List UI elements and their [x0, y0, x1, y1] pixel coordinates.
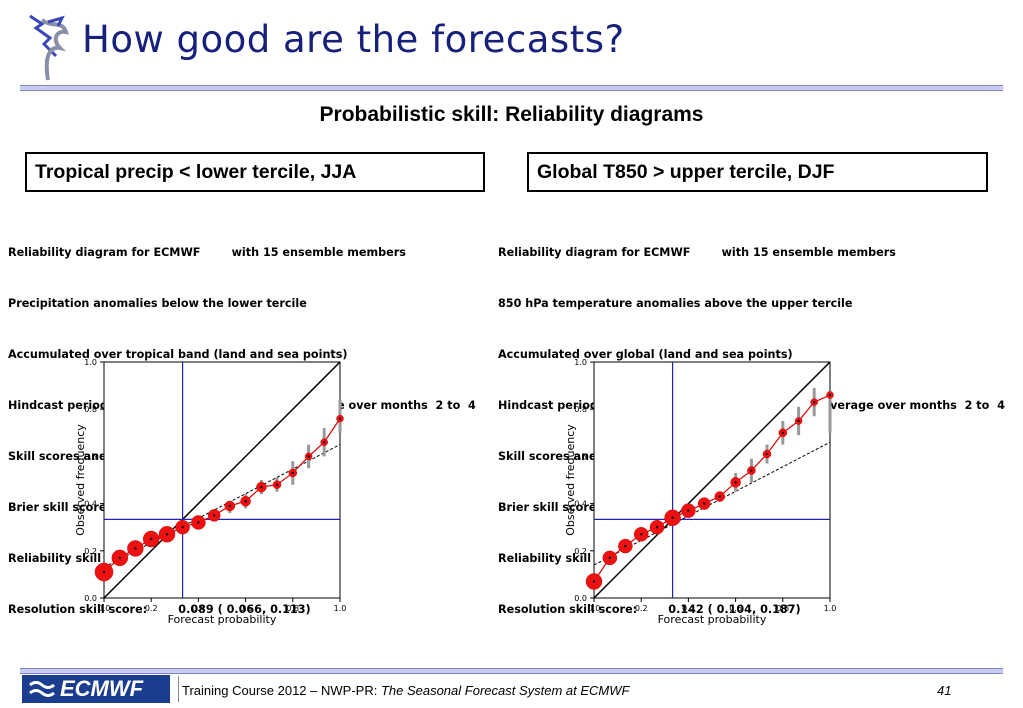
data-point-center [307, 455, 310, 458]
x-tick-label: 0.8 [776, 604, 789, 613]
page-number: 41 [937, 683, 952, 698]
data-point-center [640, 533, 643, 536]
x-tick-label: 1.0 [334, 604, 347, 613]
x-tick-label: 1.0 [824, 604, 837, 613]
data-point-center [291, 471, 294, 475]
info-line: Accumulated over tropical band (land and… [8, 348, 348, 361]
y-tick-label: 0.2 [574, 547, 587, 556]
x-tick-label: 0.2 [635, 604, 648, 613]
y-tick-label: 0.8 [84, 405, 97, 414]
footer-separator [178, 676, 179, 702]
data-point-center [275, 483, 279, 486]
data-point-center [655, 526, 659, 529]
data-point-center [718, 495, 721, 498]
x-tick-label: 0.4 [682, 604, 695, 613]
info-line: Precipitation anomalies below the lower … [8, 297, 307, 310]
perfect-reliability-line [103, 361, 341, 599]
x-tick-label: 0.0 [98, 604, 111, 613]
data-point-center [244, 500, 247, 503]
x-tick-label: 0.8 [286, 604, 299, 613]
info-line: Reliability diagram for ECMWF with 15 en… [8, 246, 406, 259]
x-tick-label: 0.4 [192, 604, 205, 613]
y-tick-label: 0.0 [574, 594, 587, 603]
footer-text: Training Course 2012 – NWP-PR: The Seaso… [182, 683, 629, 698]
panel-right-label-box: Global T850 > upper tercile, DJF [527, 152, 988, 192]
x-tick-label: 0.6 [239, 604, 252, 613]
y-tick-label: 0.4 [84, 500, 97, 509]
y-tick-label: 0.8 [574, 405, 587, 414]
reliability-curve [593, 394, 831, 582]
data-point-center [228, 504, 231, 508]
data-point-center [134, 547, 137, 550]
bottom-divider [20, 668, 1003, 674]
info-line: Resolution skill score: 0.142 ( 0.104, 0… [498, 603, 801, 616]
reliability-chart-left: 0.0 0.2 0.4 0.6 0.8 1.0 0.0 0.2 0.4 0.6 0.8 1.0 Fore… [74, 358, 347, 626]
data-point-center [812, 400, 816, 404]
data-point-center [687, 509, 690, 512]
reliability-curve [103, 418, 341, 573]
y-tick-label: 1.0 [84, 358, 97, 367]
regression-line [593, 441, 831, 566]
info-line: 850 hPa temperature anomalies above the … [498, 297, 853, 310]
y-tick-label: 0.2 [84, 547, 97, 556]
panel-left-label-box: Tropical precip < lower tercile, JJA [25, 152, 485, 192]
data-point-center [828, 393, 832, 397]
x-tick-label: 0.2 [145, 604, 158, 613]
x-axis-label: Forecast probability [658, 613, 767, 626]
data-point-center [750, 469, 753, 472]
slide-title: How good are the forecasts? [82, 18, 625, 61]
data-point-center [624, 544, 627, 548]
info-line: Resolution skill score: 0.089 ( 0.066, 0… [8, 603, 311, 616]
data-point-center [197, 521, 200, 524]
info-line: Reliability diagram for ECMWF with 15 en… [498, 246, 896, 259]
panel-right-label: Global T850 > upper tercile, DJF [537, 161, 835, 183]
data-point-center [338, 417, 342, 420]
data-point-center [703, 502, 706, 505]
y-tick-label: 0.6 [84, 452, 97, 461]
data-point-center [734, 481, 737, 484]
data-point-center [322, 441, 326, 444]
data-point-center [797, 419, 800, 423]
ecmwf-swirl-logo [22, 10, 72, 82]
y-tick-label: 1.0 [574, 358, 587, 367]
slide-subtitle: Probabilistic skill: Reliability diagram… [319, 103, 704, 126]
data-point-center [150, 537, 153, 541]
y-tick-label: 0.0 [84, 594, 97, 603]
data-point-center [671, 516, 674, 519]
panel-left-label: Tropical precip < lower tercile, JJA [35, 161, 357, 183]
data-point-center [165, 533, 169, 536]
data-point-center [181, 526, 184, 529]
data-point-center [781, 431, 784, 434]
perfect-reliability-line [593, 361, 831, 599]
data-point-center [102, 570, 106, 574]
x-axis-label: Forecast probability [168, 613, 277, 626]
ecmwf-logo: ECMWF [22, 675, 170, 703]
y-tick-label: 0.6 [574, 452, 587, 461]
data-point-center [592, 580, 596, 583]
ecmwf-logo-text: ECMWF [60, 676, 144, 701]
y-axis-label: Observed frequency [74, 424, 87, 536]
footer-course-title: The Seasonal Forecast System at ECMWF [380, 683, 630, 698]
data-point-center [118, 556, 122, 560]
x-tick-label: 0.0 [588, 604, 601, 613]
footer-course: Training Course 2012 – NWP-PR: [182, 683, 381, 698]
y-axis-label: Observed frequency [564, 424, 577, 536]
data-point-center [765, 452, 769, 456]
data-point-center [260, 485, 263, 489]
y-tick-label: 0.4 [574, 500, 587, 509]
info-line: Accumulated over global (land and sea po… [498, 348, 793, 361]
top-divider [20, 85, 1003, 91]
x-tick-label: 0.6 [729, 604, 742, 613]
reliability-chart-right: 0.0 0.2 0.4 0.6 0.8 1.0 0.0 0.2 0.4 0.6 0.8 1.0 Fore… [564, 358, 837, 626]
data-point-center [608, 556, 612, 560]
data-point-center [213, 514, 216, 517]
